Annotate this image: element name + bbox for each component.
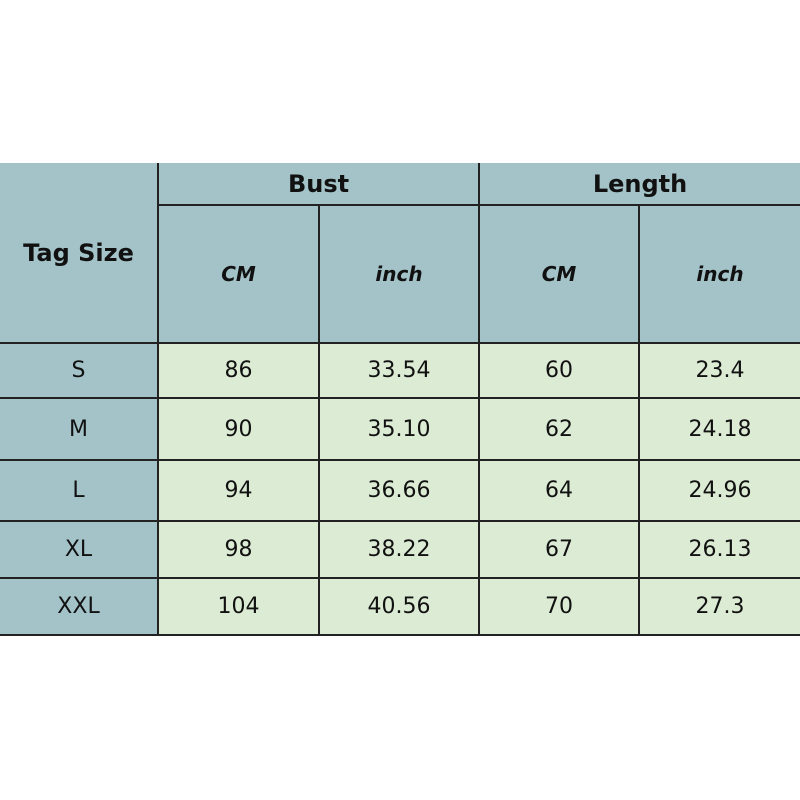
bust-cm-cell: 90: [157, 397, 320, 461]
bust-cm-cell: 86: [157, 343, 320, 399]
length-inch-header: inch: [638, 204, 800, 344]
length-cm-cell: 60: [478, 343, 641, 399]
table-row: M 90 35.10 62 24.18: [0, 397, 800, 461]
table-row: S 86 33.54 60 23.4: [0, 343, 800, 399]
length-cm-cell: 62: [478, 397, 641, 461]
length-cm-header: CM: [478, 204, 641, 344]
length-inch-cell: 26.13: [638, 520, 800, 579]
length-inch-cell: 27.3: [638, 577, 800, 636]
bust-cm-cell: 104: [157, 577, 320, 636]
table-row: L 94 36.66 64 24.96: [0, 459, 800, 522]
size-cell: S: [0, 343, 159, 399]
table-row: XL 98 38.22 67 26.13: [0, 520, 800, 579]
bust-cm-cell: 98: [157, 520, 320, 579]
size-chart-table: Tag Size Bust Length CM inch CM inch S 86…: [0, 163, 800, 636]
bust-inch-cell: 35.10: [317, 397, 481, 461]
tag-size-header: Tag Size: [0, 163, 159, 344]
bust-inch-cell: 33.54: [317, 343, 481, 399]
bust-header: Bust: [156, 163, 481, 206]
bust-inch-cell: 36.66: [317, 459, 481, 522]
length-cm-cell: 70: [478, 577, 641, 636]
table-row: XXL 104 40.56 70 27.3: [0, 577, 800, 636]
bust-inch-header: inch: [317, 204, 481, 344]
size-cell: XL: [0, 520, 159, 579]
length-inch-cell: 24.96: [638, 459, 800, 522]
bust-cm-header: CM: [158, 204, 320, 344]
size-cell: XXL: [0, 577, 159, 636]
bust-inch-cell: 38.22: [317, 520, 481, 579]
bust-cm-cell: 94: [157, 459, 320, 522]
bust-inch-cell: 40.56: [317, 577, 481, 636]
size-cell: L: [0, 459, 159, 522]
length-header: Length: [478, 163, 800, 206]
length-inch-cell: 23.4: [638, 343, 800, 399]
length-cm-cell: 67: [478, 520, 641, 579]
length-inch-cell: 24.18: [638, 397, 800, 461]
length-cm-cell: 64: [478, 459, 641, 522]
size-cell: M: [0, 397, 159, 461]
